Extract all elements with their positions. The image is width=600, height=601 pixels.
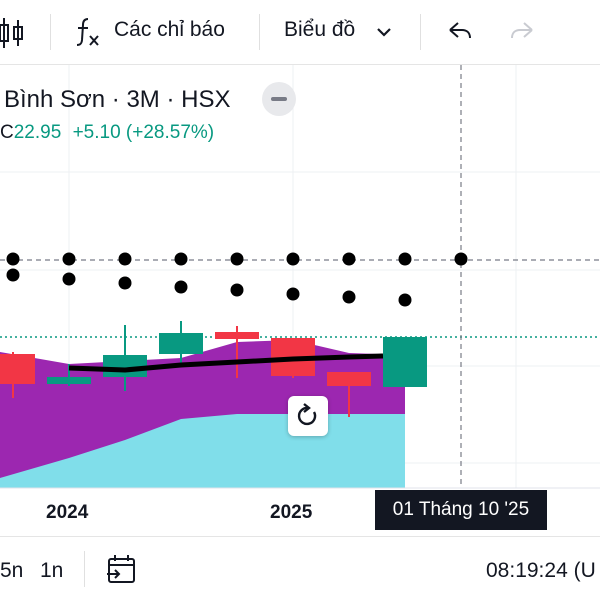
indicators-fx-icon[interactable] <box>74 16 100 48</box>
symbol-title[interactable]: Bình Sơn · 3M · HSX <box>4 86 231 113</box>
toolbar-divider <box>84 551 85 587</box>
undo-icon[interactable] <box>446 20 474 44</box>
toolbar-divider <box>50 14 51 50</box>
candle <box>159 321 203 365</box>
timeframe-1n-button[interactable]: 1n <box>40 559 64 582</box>
price-readout: C22.95 +5.10 (+28.57%) <box>0 122 214 144</box>
candle <box>47 364 91 386</box>
candle <box>383 337 427 387</box>
chart-type-button[interactable]: Biểu đồ <box>284 18 356 41</box>
moving-average-line <box>68 353 384 373</box>
collapse-legend-button[interactable] <box>262 82 296 116</box>
candle <box>327 372 371 417</box>
close-label: C <box>0 122 14 143</box>
close-value: 22.95 <box>13 122 62 143</box>
indicators-button[interactable]: Các chỉ báo <box>114 18 225 41</box>
candle <box>0 352 35 398</box>
x-tick-label: 2025 <box>270 502 313 523</box>
top-toolbar: Các chỉ báo Biểu đồ <box>0 0 600 65</box>
reset-chart-button[interactable] <box>288 396 328 436</box>
timeframe-5n-button[interactable]: 5n <box>0 559 24 582</box>
redo-icon[interactable] <box>508 20 536 44</box>
toolbar-divider <box>259 14 260 50</box>
toolbar-divider <box>420 14 421 50</box>
clock-timezone-readout[interactable]: 08:19:24 (U <box>486 559 596 582</box>
go-to-date-calendar-icon[interactable] <box>106 553 138 585</box>
chevron-down-icon[interactable] <box>376 26 392 38</box>
indicator-dots-upper <box>6 252 468 266</box>
x-tick-label: 2024 <box>46 502 89 523</box>
indicator-dots-lower <box>6 268 412 307</box>
bottom-toolbar: 5n 1n 08:19:24 (U <box>0 536 600 601</box>
price-change: +5.10 (+28.57%) <box>72 122 215 143</box>
candlestick-chart-icon[interactable] <box>0 14 24 52</box>
crosshair-date-label: 01 Tháng 10 '25 <box>375 490 547 530</box>
rotate-reset-icon <box>297 403 317 426</box>
candle <box>215 326 259 378</box>
